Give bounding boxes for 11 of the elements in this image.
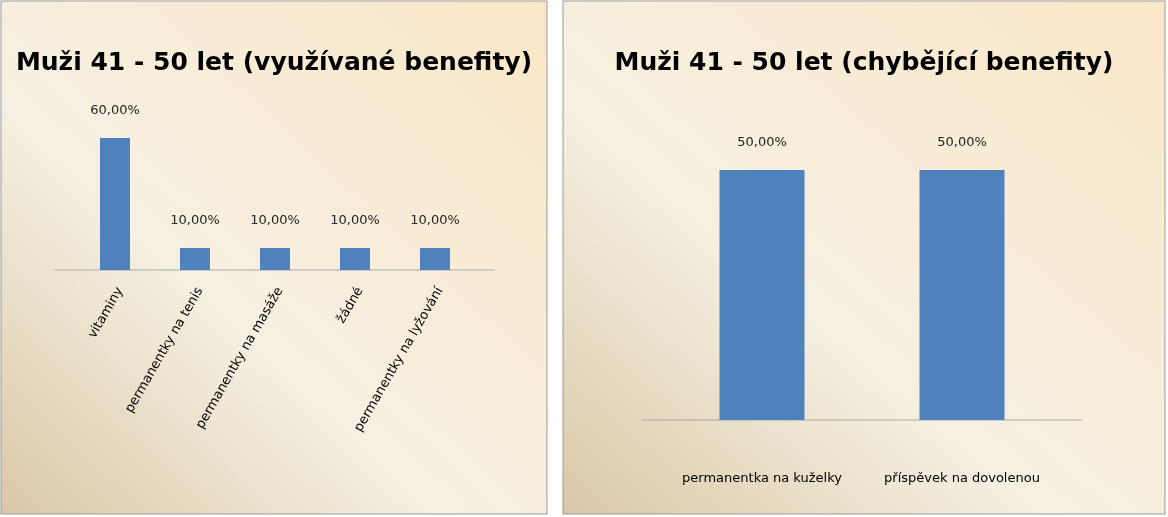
data-label: 10,00%	[410, 212, 460, 227]
data-label: 50,00%	[737, 134, 787, 149]
data-label: 10,00%	[250, 212, 300, 227]
x-tick-label: příspěvek na dovolenou	[884, 470, 1040, 485]
data-label: 50,00%	[937, 134, 987, 149]
chart-title: Muži 41 - 50 let (chybějící benefity)	[614, 47, 1114, 76]
data-label: 10,00%	[330, 212, 380, 227]
chart-title: Muži 41 - 50 let (využívané benefity)	[15, 47, 533, 76]
data-label: 60,00%	[90, 102, 140, 117]
x-tick-label: permanentka na kuželky	[682, 470, 843, 485]
data-label: 10,00%	[170, 212, 220, 227]
